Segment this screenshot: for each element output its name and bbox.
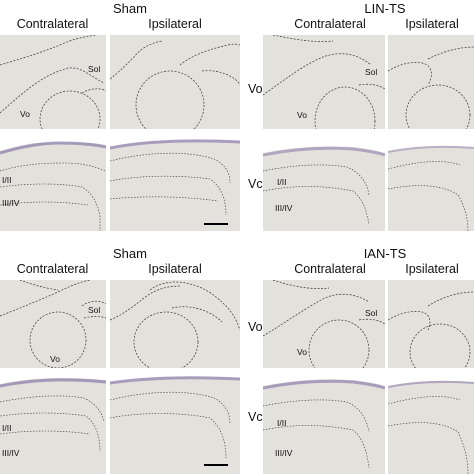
column-title-contralateral: Contralateral (16, 17, 89, 31)
label-lamina-3-4: III/IV (275, 203, 293, 213)
group-title-top-left: Sham (113, 1, 147, 16)
image-panel-lin-vc-ipsilateral (388, 135, 474, 231)
label-sol: Sol (88, 64, 101, 74)
label-lamina-1-2: I/II (277, 177, 287, 187)
column-title-contralateral: Contralateral (294, 17, 366, 31)
column-title-ipsilateral: Ipsilateral (405, 17, 459, 31)
group-title-bottom-left: Sham (113, 246, 147, 261)
image-panel-sham2-vo-ipsilateral (110, 280, 240, 368)
column-title-ipsilateral: Ipsilateral (148, 262, 202, 276)
scale-bar (204, 464, 228, 466)
row-label-vc: Vc (248, 410, 263, 424)
image-panel-sham2-vc-ipsilateral (110, 372, 240, 474)
image-panel-ian-vc-ipsilateral (388, 372, 474, 474)
column-title-contralateral: Contralateral (16, 262, 89, 276)
image-panel-lin-vc-contralateral: I/II III/IV (263, 135, 385, 231)
group-title-top-right: LIN-TS (364, 1, 406, 16)
label-lamina-3-4: III/IV (275, 448, 293, 458)
column-title-ipsilateral: Ipsilateral (148, 17, 202, 31)
image-panel-sham-vo-ipsilateral (110, 35, 240, 129)
group-title-bottom-right: IAN-TS (363, 246, 407, 261)
label-vo: Vo (50, 354, 60, 364)
label-lamina-1-2: I/II (2, 175, 12, 185)
label-sol: Sol (88, 305, 101, 315)
row-label-vc: Vc (248, 177, 263, 191)
image-panel-lin-vo-ipsilateral (388, 35, 474, 129)
label-sol: Sol (365, 308, 378, 318)
label-vo: Vo (297, 347, 307, 357)
image-panel-lin-vo-contralateral: Vo Sol (263, 35, 385, 129)
scale-bar (204, 223, 228, 225)
label-vo: Vo (297, 110, 307, 120)
column-title-contralateral: Contralateral (294, 262, 366, 276)
image-panel-sham-vo-contralateral: Vo Sol (0, 35, 106, 129)
image-panel-ian-vo-contralateral: Vo Sol (263, 280, 385, 368)
label-vo: Vo (20, 109, 30, 119)
image-panel-sham2-vo-contralateral: Vo Sol (0, 280, 106, 368)
column-title-ipsilateral: Ipsilateral (405, 262, 459, 276)
image-panel-ian-vc-contralateral: I/II III/IV (263, 372, 385, 474)
label-lamina-1-2: I/II (277, 418, 287, 428)
label-sol: Sol (365, 67, 378, 77)
label-lamina-3-4: III/IV (2, 198, 20, 208)
row-label-vo: Vo (248, 82, 263, 96)
label-lamina-1-2: I/II (2, 423, 12, 433)
image-panel-sham-vc-ipsilateral (110, 135, 240, 231)
image-panel-ian-vo-ipsilateral (388, 280, 474, 368)
label-lamina-3-4: III/IV (2, 448, 20, 458)
image-panel-sham2-vc-contralateral: I/II III/IV (0, 372, 106, 474)
row-label-vo: Vo (248, 320, 263, 334)
image-panel-sham-vc-contralateral: I/II III/IV (0, 135, 106, 231)
